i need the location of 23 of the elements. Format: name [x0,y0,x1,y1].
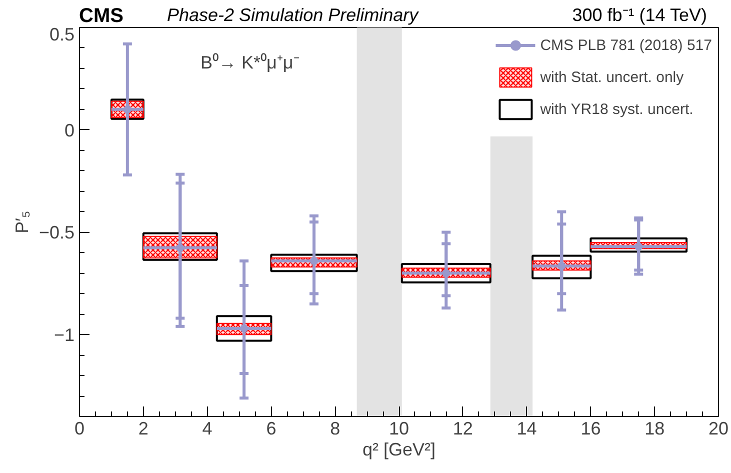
x-tick-label: 20 [708,418,729,438]
annotation: B⁰→ K*⁰μ⁺μ⁻ [200,52,300,72]
chart-title: CMS [79,4,124,29]
x-tick-label: 18 [644,418,665,438]
x-tick-label: 12 [452,418,473,438]
x-tick-label: 10 [388,418,410,438]
x-tick-label: 6 [266,418,276,438]
legend-label: with Stat. uncert. only [540,68,684,86]
y-tick-label: 0.5 [49,24,75,44]
legend-label: CMS PLB 781 (2018) 517 [540,36,712,54]
x-tick-label: 16 [580,418,601,438]
y-axis-title: P′₅ [12,210,32,234]
x-tick-label: 14 [516,418,537,438]
chart-subtitle: Phase-2 Simulation Preliminary [167,4,418,27]
legend-label: with YR18 syst. uncert. [540,100,694,118]
y-tick-label: −0.5 [38,222,75,243]
text: 300 fb⁻¹ (14 TeV) [572,4,707,27]
x-tick-label: 2 [138,418,148,438]
y-tick-label: −1 [54,325,75,346]
x-axis-title: q² [GeV²] [362,440,436,460]
y-tick-label: 0 [64,120,75,140]
x-tick-label: 4 [202,418,212,438]
x-tick-label: 8 [330,418,340,438]
